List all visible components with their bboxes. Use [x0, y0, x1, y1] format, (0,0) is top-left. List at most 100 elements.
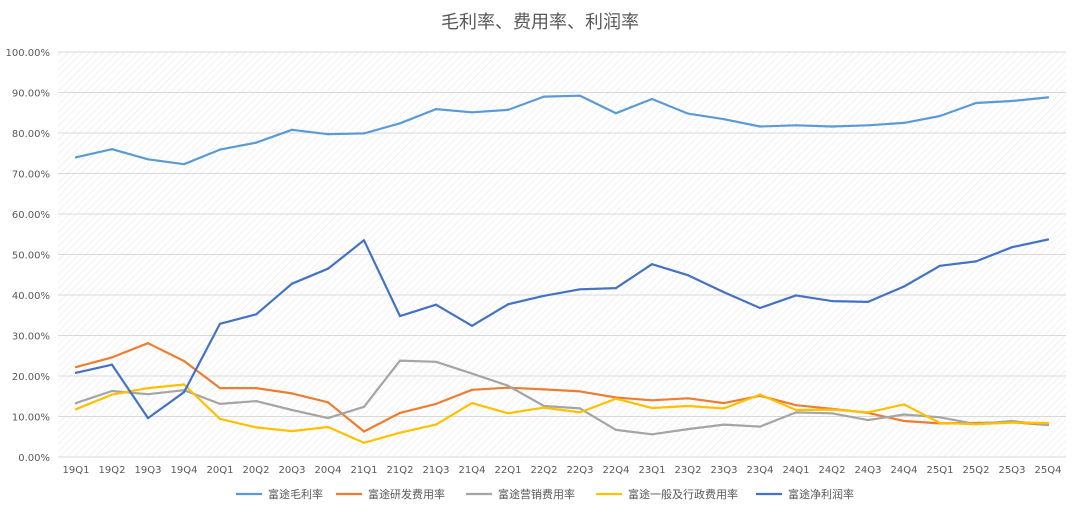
y-tick-label: 90.00%	[12, 89, 50, 100]
data-point	[794, 294, 798, 297]
x-tick-label: 24Q1	[783, 465, 810, 476]
data-point	[722, 402, 726, 405]
chart-title: 毛利率、费用率、利润率	[441, 12, 639, 33]
data-point	[398, 122, 402, 125]
data-point	[650, 399, 654, 402]
data-point	[254, 400, 258, 403]
data-point	[866, 124, 870, 127]
data-point	[326, 267, 330, 270]
data-point	[1046, 423, 1050, 427]
data-point	[542, 388, 546, 391]
data-point	[110, 363, 114, 366]
y-tick-label: 50.00%	[12, 251, 50, 262]
data-point	[938, 264, 942, 267]
data-point	[290, 282, 294, 285]
x-tick-label: 19Q3	[135, 465, 162, 476]
data-point	[74, 365, 78, 369]
data-point	[722, 407, 726, 410]
series-line-0	[74, 94, 1050, 166]
data-point	[542, 404, 546, 408]
data-point	[182, 383, 186, 386]
legend-item: 富途净利润率	[756, 487, 854, 501]
data-point	[146, 393, 150, 396]
data-point	[290, 128, 294, 131]
data-point	[470, 324, 474, 327]
data-point	[398, 314, 402, 318]
x-tick-label: 19Q2	[99, 465, 126, 476]
data-point	[794, 404, 798, 407]
data-point	[326, 425, 330, 429]
data-point	[830, 412, 834, 415]
data-point	[686, 427, 690, 431]
data-point	[1010, 419, 1014, 423]
data-point	[290, 408, 294, 412]
data-point	[470, 372, 474, 375]
y-tick-label: 80.00%	[12, 129, 50, 140]
data-point	[326, 401, 330, 404]
data-point	[1046, 421, 1050, 425]
data-point	[902, 403, 906, 406]
x-tick-label: 19Q1	[63, 465, 90, 476]
x-tick-label: 24Q2	[819, 465, 846, 476]
x-tick-label: 23Q4	[747, 465, 774, 476]
x-tick-label: 21Q2	[387, 465, 414, 476]
data-point	[254, 313, 258, 316]
data-point	[830, 408, 834, 411]
data-point	[326, 417, 330, 420]
data-point	[218, 402, 222, 406]
x-tick-label: 25Q4	[1035, 465, 1062, 476]
data-point	[578, 288, 582, 291]
legend-label: 富途毛利率	[268, 487, 323, 501]
data-point	[686, 397, 690, 400]
data-point	[722, 118, 726, 121]
x-tick-label: 25Q1	[927, 465, 954, 476]
data-point	[902, 413, 906, 416]
data-point	[758, 306, 762, 310]
data-point	[614, 428, 618, 431]
data-point	[614, 112, 618, 115]
x-tick-label: 24Q3	[855, 465, 882, 476]
x-tick-label: 21Q1	[351, 465, 378, 476]
x-tick-label: 22Q4	[603, 465, 630, 476]
data-point	[1010, 246, 1014, 249]
data-point	[182, 391, 186, 394]
data-point	[866, 419, 870, 422]
x-tick-label: 22Q3	[567, 465, 594, 476]
x-tick-label: 20Q4	[315, 465, 342, 476]
y-tick-label: 40.00%	[12, 291, 50, 302]
y-tick-label: 10.00%	[12, 413, 50, 424]
data-point	[470, 402, 474, 405]
data-point	[434, 303, 438, 306]
data-point	[470, 111, 474, 114]
data-point	[398, 411, 402, 414]
x-tick-label: 22Q2	[531, 465, 558, 476]
data-point	[650, 263, 654, 266]
data-point	[362, 441, 366, 444]
data-point	[398, 359, 402, 362]
data-point	[866, 300, 870, 303]
data-point	[542, 95, 546, 98]
data-point	[974, 101, 978, 105]
x-tick-label: 23Q2	[675, 465, 702, 476]
data-point	[1010, 99, 1014, 103]
y-tick-label: 20.00%	[12, 372, 50, 383]
data-point	[938, 421, 942, 425]
data-point	[506, 384, 510, 387]
x-tick-label: 23Q3	[711, 465, 738, 476]
y-tick-label: 0.00%	[18, 453, 50, 464]
data-point	[902, 285, 906, 288]
x-tick-label: 24Q4	[891, 465, 918, 476]
y-tick-label: 70.00%	[12, 170, 50, 181]
legend-item: 富途营销费用率	[466, 487, 575, 501]
data-point	[722, 291, 726, 294]
x-tick-label: 20Q3	[279, 465, 306, 476]
x-tick-label: 20Q1	[207, 465, 234, 476]
data-point	[362, 239, 366, 242]
data-point	[974, 260, 978, 263]
x-tick-label: 20Q2	[243, 465, 270, 476]
data-point	[722, 423, 726, 426]
data-point	[830, 299, 834, 303]
data-point	[110, 389, 114, 393]
data-point	[434, 108, 438, 111]
